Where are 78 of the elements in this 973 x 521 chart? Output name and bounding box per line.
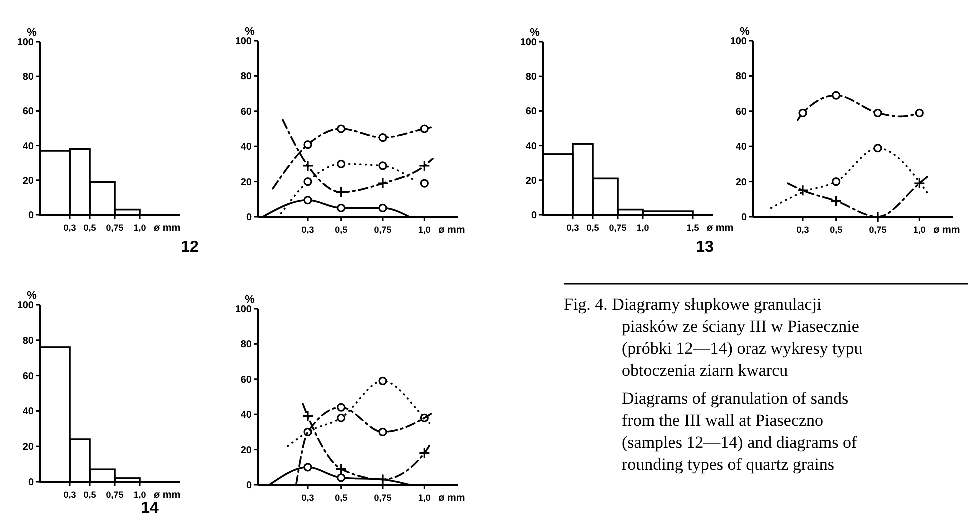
x-axis-title: ø mm [707, 223, 734, 234]
y-tick-label: 60 [240, 106, 252, 118]
y-tick-label: 100 [17, 300, 34, 312]
x-tick-label: 1,0 [134, 223, 146, 233]
y-tick-label: 20 [240, 177, 252, 188]
x-tick-label: 0,3 [796, 225, 810, 235]
x-tick-label: 1,5 [686, 223, 700, 233]
text: 12 [181, 239, 199, 256]
y-tick-label: 0 [28, 210, 34, 222]
x-tick-label: 0,75 [374, 225, 392, 235]
y-tick-label: 60 [22, 106, 34, 118]
y-axis-title: % [740, 26, 750, 38]
x-tick-label: 0,3 [302, 225, 314, 235]
x-tick-label: 0,3 [302, 493, 314, 503]
y-tick-label: 80 [736, 72, 748, 83]
y-tick-label: 0 [28, 478, 34, 488]
y-axis-title: % [27, 27, 38, 39]
x-tick-label: 0,75 [106, 490, 124, 500]
x-axis-title: ø mm [438, 493, 466, 504]
y-tick-label: 20 [22, 176, 34, 187]
y-tick-label: 20 [736, 177, 748, 188]
x-tick-label: 0,75 [609, 223, 627, 233]
x-tick-label: 0,5 [84, 490, 96, 500]
text: Diagrams of granulation of sands from the III wall at Piaseczno (samples 12—14) and diagrams of rounding types of quartz grains [622, 389, 858, 474]
y-tick-label: 40 [526, 141, 538, 152]
y-axis-title: % [245, 26, 256, 38]
y-tick-label: 20 [526, 176, 538, 187]
x-tick-label: 0,5 [586, 223, 600, 233]
x-axis-title: ø mm [438, 225, 466, 236]
x-tick-label: 0,5 [830, 225, 843, 235]
x-tick-label: 0,3 [64, 223, 76, 233]
x-tick-label: 0,5 [84, 223, 96, 233]
x-tick-label: 0,75 [374, 493, 392, 503]
x-tick-label: 0,75 [869, 225, 887, 235]
y-tick-label: 60 [736, 106, 748, 118]
y-axis-title: % [245, 294, 256, 306]
x-axis-title: ø mm [934, 225, 960, 236]
y-tick-label: 40 [240, 410, 252, 422]
x-tick-label: 1,0 [636, 223, 650, 233]
text: 14 [141, 500, 159, 517]
y-tick-label: 100 [730, 36, 748, 48]
y-tick-label: 0 [531, 210, 538, 222]
y-tick-label: 80 [240, 72, 252, 83]
y-tick-label: 0 [246, 480, 252, 492]
y-tick-label: 0 [741, 212, 748, 224]
x-tick-label: 1,0 [418, 225, 431, 235]
y-tick-label: 100 [17, 38, 34, 48]
y-tick-label: 100 [520, 38, 538, 48]
y-tick-label: 40 [240, 142, 252, 154]
x-tick-label: 0,5 [335, 225, 348, 235]
x-tick-label: 1,0 [134, 490, 146, 500]
y-tick-label: 100 [235, 36, 252, 48]
x-tick-label: 0,5 [335, 493, 348, 503]
y-tick-label: 80 [22, 336, 34, 347]
y-tick-label: 40 [22, 141, 34, 152]
y-tick-label: 100 [235, 304, 252, 316]
y-tick-label: 80 [526, 72, 538, 84]
x-axis-title: ø mm [154, 490, 181, 501]
y-tick-label: 0 [246, 212, 252, 224]
y-tick-label: 20 [240, 445, 252, 456]
y-tick-label: 20 [22, 442, 34, 454]
y-tick-label: 40 [22, 406, 34, 418]
x-tick-label: 1,0 [913, 225, 926, 235]
y-tick-label: 40 [736, 142, 748, 154]
x-tick-label: 0,3 [64, 490, 76, 500]
caption: Fig. 4. Diagramy słupkowe granulacji piasków ze ściany III w Piasecznie (próbki 12—14) oraz wykresy typu obtoczenia ziarn kwarcu [564, 295, 864, 380]
text: 13 [696, 239, 714, 256]
y-tick-label: 60 [526, 106, 538, 118]
y-tick-label: 80 [240, 340, 252, 351]
y-axis-title: % [530, 27, 540, 39]
y-tick-label: 80 [22, 72, 34, 84]
x-tick-label: 0,75 [106, 223, 124, 233]
y-tick-label: 60 [240, 374, 252, 386]
x-axis-title: ø mm [154, 223, 181, 234]
y-axis-title: % [27, 290, 38, 302]
x-tick-label: 1,0 [418, 493, 431, 503]
x-tick-label: 0,3 [566, 223, 580, 233]
y-tick-label: 60 [22, 371, 34, 382]
